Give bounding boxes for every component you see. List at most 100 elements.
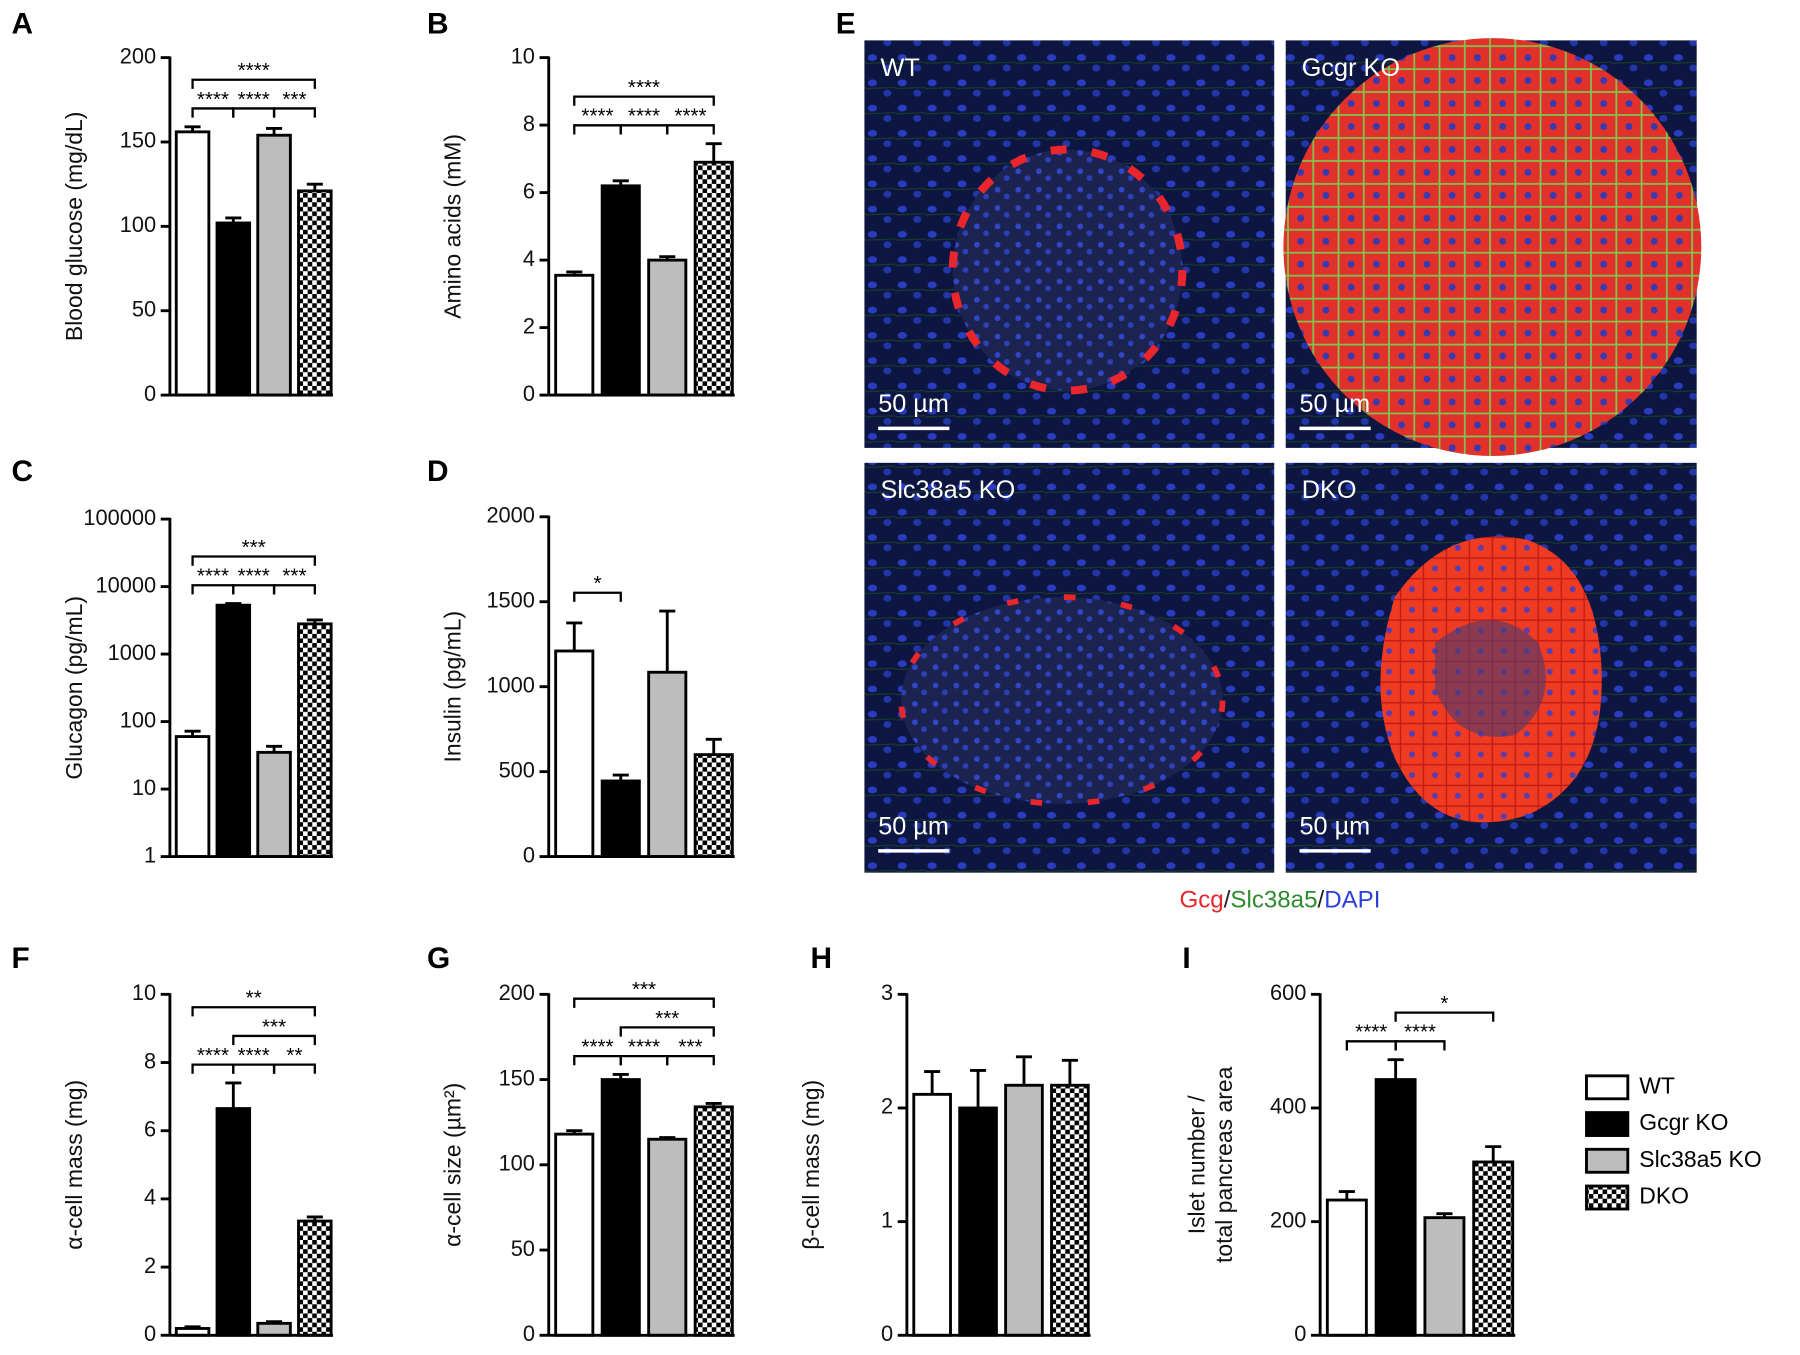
y-tick-label: 3 [881,980,893,1005]
y-tick-label: 10 [132,775,156,800]
significance-label: * [1440,992,1448,1015]
y-axis-label: Blood glucose (mg/dL) [61,112,87,341]
micrograph-panel [864,38,1702,873]
significance-label: ** [246,987,262,1010]
y-tick-label: 0 [144,1321,156,1346]
y-axis-label: Islet number / [1184,1095,1210,1235]
bar [1325,1198,1368,1337]
y-tick-label: 1500 [486,588,535,613]
panel-label: A [11,7,33,40]
significance-label: **** [238,565,270,588]
significance-label: **** [238,59,270,82]
legend-label: DKO [1639,1183,1689,1209]
bar [1472,1160,1515,1337]
significance-label: * [593,572,601,595]
significance-label: **** [674,105,706,128]
significance-bracket [666,1054,715,1066]
significance-bracket [573,95,715,106]
y-tick-label: 2 [523,313,535,338]
y-axis-label: β-cell mass (mg) [798,1080,824,1250]
legend-label: Slc38a5 KO [1639,1146,1761,1172]
bar [215,221,252,397]
y-tick-label: 100 [120,212,156,237]
y-tick-label: 10 [132,980,156,1005]
bar [215,603,252,859]
significance-bracket [272,584,316,595]
significance-label: *** [242,536,266,559]
y-axis-label: total pancreas area [1211,1066,1237,1263]
bar [297,622,333,859]
bar [647,1137,688,1337]
panel-label: E [836,7,856,40]
y-axis-label: Glucagon (pg/mL) [61,596,87,780]
bar [554,273,595,397]
y-tick-label: 0 [523,1321,535,1346]
bar [174,735,211,859]
islet [948,145,1187,395]
y-tick-label: 8 [144,1048,156,1073]
panel-label: G [427,942,450,975]
legend-swatch [1585,1184,1630,1211]
y-tick-label: 100000 [83,505,156,530]
significance-bracket [573,997,715,1008]
significance-label: **** [238,88,270,111]
y-tick-label: 1 [881,1207,893,1232]
bar [297,189,333,397]
y-tick-label: 0 [881,1321,893,1346]
bar [958,1106,998,1337]
bar [600,184,641,397]
bar [693,1105,734,1337]
image-label: WT [880,54,919,82]
y-axis-label: α-cell mass (mg) [61,1080,87,1250]
bar [554,649,595,859]
y-tick-label: 100 [499,1151,535,1176]
bar [647,258,688,397]
panel-label: F [11,942,29,975]
y-tick-label: 0 [523,381,535,406]
y-tick-label: 0 [1294,1321,1306,1346]
bar [693,753,734,859]
stain-caption-part: / [1317,887,1324,914]
y-tick-label: 100 [120,707,156,732]
legend-label: Gcgr KO [1639,1109,1728,1135]
image-label: Gcgr KO [1302,54,1400,82]
significance-bracket [666,124,715,135]
image-label: Slc38a5 KO [880,476,1015,504]
significance-label: *** [282,88,306,111]
significance-bracket [573,591,622,602]
y-tick-label: 10000 [95,572,156,597]
significance-bracket [272,107,316,118]
bar [1374,1078,1417,1337]
significance-bracket [619,1026,715,1037]
image-label: DKO [1302,476,1357,504]
bar [256,750,292,859]
significance-label: **** [1404,1021,1436,1044]
stain-caption-part: Slc38a5 [1230,887,1317,914]
bar [600,1078,641,1337]
legend-swatch [1585,1111,1630,1137]
significance-label: **** [628,1036,660,1059]
significance-label: *** [678,1036,702,1059]
y-tick-label: 500 [499,757,535,782]
bar [174,130,211,397]
stain-caption-part: / [1224,887,1231,914]
y-tick-label: 1 [144,842,156,867]
panel-label: I [1182,942,1190,975]
y-tick-label: 2000 [486,503,535,528]
significance-label: *** [262,1015,286,1038]
islet [1283,38,1702,456]
stain-caption-part: DAPI [1324,887,1380,914]
y-tick-label: 0 [144,381,156,406]
panel-label: C [11,455,33,488]
panel-label: D [427,455,449,488]
panel-label: H [810,942,832,975]
bar [1423,1216,1466,1337]
scale-bar-label: 50 µm [1299,390,1370,418]
significance-label: *** [282,565,306,588]
y-tick-label: 600 [1270,980,1306,1005]
bar [554,1132,595,1337]
y-tick-label: 50 [511,1236,535,1261]
y-tick-label: 4 [523,246,535,271]
y-tick-label: 8 [523,111,535,136]
